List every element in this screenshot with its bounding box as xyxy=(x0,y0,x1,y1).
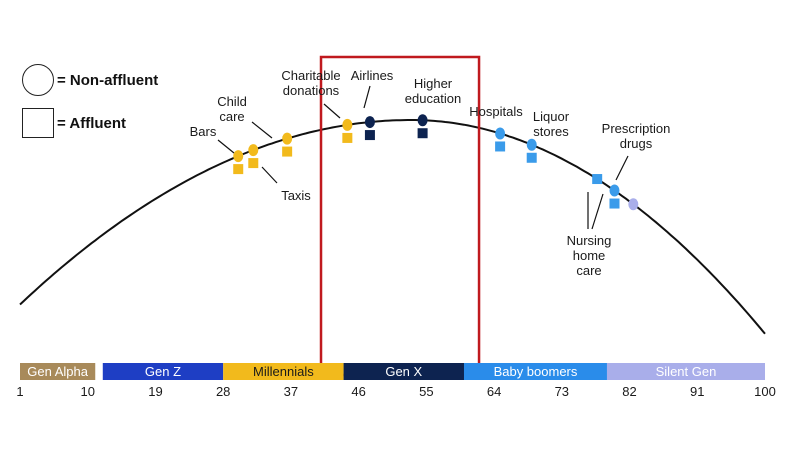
nursing-home-circle-non-affluent-marker xyxy=(609,184,620,197)
nursing-leader-line-right xyxy=(591,193,604,230)
generation-label: Silent Gen xyxy=(656,364,717,379)
generation-band-baby-boomers xyxy=(463,363,607,380)
age-tick-label: 19 xyxy=(148,384,162,399)
generation-label: Gen Alpha xyxy=(27,364,88,379)
bars-label: Bars xyxy=(190,124,217,139)
legend-affluent-label: = Affluent xyxy=(57,114,127,132)
charitable-label-line1: Charitable xyxy=(281,68,340,83)
taxis-affluent-marker xyxy=(248,158,259,169)
liquor-stores-affluent-marker xyxy=(526,152,537,163)
nursing-label-line3: care xyxy=(576,263,601,278)
charitable-donations-non-affluent-marker xyxy=(342,118,353,131)
child-care-label-line1: Child xyxy=(217,94,247,109)
hospitals-label: Hospitals xyxy=(469,104,523,119)
child-care-non-affluent-marker xyxy=(282,132,293,145)
taxis-non-affluent-marker xyxy=(248,144,259,157)
age-tick-label: 82 xyxy=(622,384,636,399)
hospitals-affluent-marker xyxy=(495,141,506,152)
nursing-label-line2: home xyxy=(573,248,606,263)
airlines-label: Airlines xyxy=(351,68,394,83)
bars-leader-line xyxy=(217,139,235,154)
liquor-label-line2: stores xyxy=(533,124,569,139)
prescription-drugs-non-affluent-marker xyxy=(628,198,639,211)
higher-education-label-line1: Higher xyxy=(414,76,453,91)
age-tick-label: 46 xyxy=(351,384,365,399)
generation-label: Baby boomers xyxy=(494,364,578,379)
generation-band-silent-gen xyxy=(606,363,765,380)
airlines-non-affluent-marker xyxy=(364,116,375,129)
charitable-donations-affluent-marker xyxy=(342,132,353,143)
legend-circle-icon xyxy=(22,64,54,96)
airlines-leader-line xyxy=(363,85,371,109)
age-tick-label: 37 xyxy=(284,384,298,399)
nursing-label-line1: Nursing xyxy=(567,233,612,248)
age-tick-label: 91 xyxy=(690,384,704,399)
category-labels: Bars Child care Taxis Charitable donatio… xyxy=(190,68,671,278)
prescription-label-line1: Prescription xyxy=(602,121,671,136)
child-care-affluent-marker xyxy=(282,146,293,157)
spending-markers xyxy=(233,114,639,211)
age-tick-label: 28 xyxy=(216,384,230,399)
higher-education-affluent-marker xyxy=(417,128,428,139)
airlines-affluent-marker xyxy=(364,130,375,141)
generation-band-gen-alpha xyxy=(20,363,96,380)
legend-square-icon xyxy=(22,108,54,138)
liquor-stores-non-affluent-marker xyxy=(526,138,537,151)
child-care-leader-line xyxy=(251,121,273,139)
legend-non-affluent: = Non-affluent xyxy=(22,64,158,96)
generation-band-millennials xyxy=(223,363,344,380)
bars-non-affluent-marker xyxy=(233,150,244,163)
liquor-label-line1: Liquor xyxy=(533,109,570,124)
generation-band-gen-z xyxy=(102,363,224,380)
nursing-home-square-affluent-marker xyxy=(592,174,603,185)
age-tick-label: 55 xyxy=(419,384,433,399)
generation-bands: Gen Alpha Gen Z Millennials Gen X Baby boome… xyxy=(20,363,765,380)
prescription-label-line2: drugs xyxy=(620,136,653,151)
charitable-label-line2: donations xyxy=(283,83,340,98)
taxis-leader-line xyxy=(261,166,278,184)
age-tick-label: 64 xyxy=(487,384,501,399)
higher-education-label-line2: education xyxy=(405,91,461,106)
age-tick-label: 1 xyxy=(16,384,23,399)
taxis-label: Taxis xyxy=(281,188,311,203)
prescription-leader-line xyxy=(615,155,629,181)
charitable-leader-line xyxy=(323,103,341,119)
higher-education-non-affluent-marker xyxy=(417,114,428,127)
nursing-home-circle-affluent-marker xyxy=(609,198,620,209)
generation-band-gen-x xyxy=(343,363,464,380)
hospitals-non-affluent-marker xyxy=(495,127,506,140)
legend-affluent: = Affluent xyxy=(22,108,126,138)
age-axis-ticks: 1 10 19 28 37 46 55 64 73 82 91 100 xyxy=(16,384,775,399)
bars-affluent-marker xyxy=(233,164,244,175)
spending-curve xyxy=(19,119,766,335)
generation-label: Gen X xyxy=(385,364,422,379)
legend-non-affluent-label: = Non-affluent xyxy=(57,71,159,89)
label-leader-lines xyxy=(217,85,629,230)
age-tick-label: 73 xyxy=(555,384,569,399)
age-tick-label: 100 xyxy=(754,384,776,399)
generation-label: Millennials xyxy=(253,364,314,379)
generation-label: Gen Z xyxy=(145,364,181,379)
age-tick-label: 10 xyxy=(80,384,94,399)
child-care-label-line2: care xyxy=(219,109,244,124)
